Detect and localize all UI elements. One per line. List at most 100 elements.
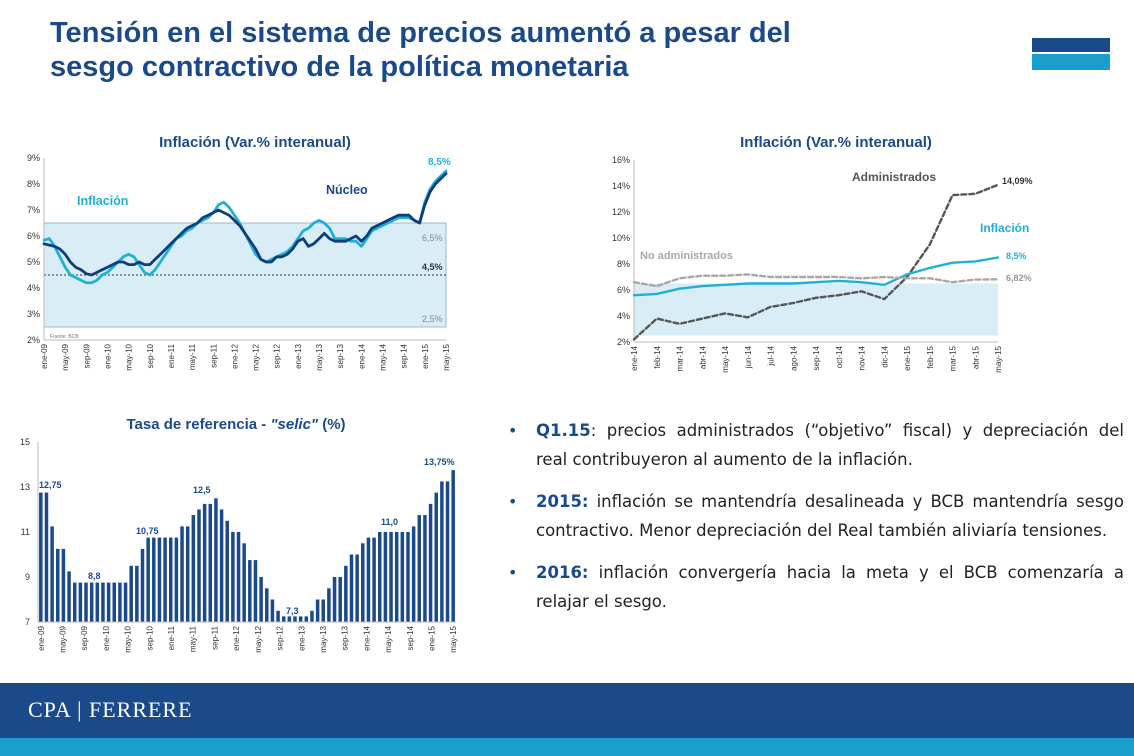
chart3-y-tick-label: 11 [21, 527, 30, 537]
chart3-bar [140, 548, 145, 622]
chart1-y-tick-label: 7% [27, 205, 40, 215]
chart3-bar [321, 599, 326, 622]
chart2-x-tick-label: abr-15 [971, 345, 980, 369]
chart2-x-tick-label: dic-14 [880, 345, 889, 367]
chart3-bar [95, 582, 100, 622]
chart3-label-11-0: 11,0 [381, 517, 398, 527]
chart3-bar [445, 481, 450, 622]
chart3-bar [67, 571, 71, 622]
chart1-source: Fuente: BCB [50, 334, 79, 340]
chart1-x-tick-label: sep-13 [336, 343, 345, 368]
chart1-x-tick-label: ene-15 [421, 343, 430, 368]
inflation-core-chart: Inflación (Var.% interanual) 2% 3% 4% 5% 6% 7… [27, 134, 451, 371]
chart1-x-tick-label: may-15 [442, 343, 451, 370]
chart3-bar [236, 532, 241, 622]
chart3-bar [434, 492, 438, 622]
footer-strip [0, 738, 1134, 756]
chart3-bar [310, 610, 314, 623]
chart3-bar [411, 526, 416, 622]
chart3-bar [180, 526, 184, 622]
chart3-bar [89, 582, 94, 622]
chart2-x-tick-label: jul-14 [767, 345, 776, 366]
chart3-bar [338, 577, 342, 622]
chart3-bar [377, 532, 382, 622]
chart2-inflacion-label: Inflación [980, 221, 1029, 235]
chart3-x-tick-label: ene-09 [37, 625, 46, 650]
chart2-series-line-2 [632, 273, 1000, 288]
chart3-bar [293, 616, 297, 622]
chart3-x-tick-label: ene-10 [102, 625, 111, 650]
page-title: Tensión en el sistema de precios aumentó… [50, 16, 950, 84]
chart2-x-tick-label: feb-14 [653, 345, 662, 368]
chart3-bar [44, 492, 49, 622]
chart3-bar [72, 582, 77, 622]
chart2-y-tick-label: 4% [617, 311, 630, 321]
chart2-series-line-1 [632, 256, 1000, 297]
chart3-bar [185, 526, 190, 622]
chart3-bar [191, 515, 196, 622]
chart3-x-tick-label: may-13 [319, 625, 328, 652]
chart1-x-tick-label: ene-13 [294, 343, 303, 368]
chart3-label-12-5: 12,5 [193, 485, 211, 495]
chart1-x-tick-label: sep-10 [146, 343, 155, 368]
chart2-y-tick-label: 8% [617, 259, 630, 269]
chart1-x-tick-label: ene-14 [357, 343, 366, 368]
chart3-bar [389, 532, 393, 622]
chart3-bar [168, 537, 173, 622]
chart3-bar [298, 616, 303, 622]
chart1-band-lower-label: 2,5% [422, 314, 443, 324]
chart1-x-tick-label: ene-12 [230, 343, 239, 368]
chart3-bar [219, 509, 224, 622]
chart2-administrados-value: 14,09% [1002, 176, 1033, 186]
chart3-bar [349, 554, 354, 622]
chart2-x-tick-label: feb-15 [926, 345, 935, 368]
page-title-line-1: Tensión en el sistema de precios aumentó… [50, 17, 791, 49]
chart1-x-tick-label: sep-14 [400, 343, 409, 368]
chart1-target-label: 4,5% [422, 262, 443, 272]
page-title-line-2: sesgo contractivo de la política monetar… [50, 51, 629, 83]
chart3-bar [61, 548, 66, 622]
chart2-x-tick-label: may-14 [721, 345, 730, 372]
chart3-bar [231, 532, 235, 622]
chart3-x-tick-label: ene-15 [427, 625, 436, 650]
chart1-x-tick-label: may-14 [379, 343, 388, 370]
chart3-bar [265, 588, 269, 623]
chart2-administrados-label: Administrados [852, 170, 936, 184]
chart3-label-8-8: 8,8 [88, 571, 101, 581]
chart3-x-tick-label: may-10 [124, 625, 133, 652]
administered-prices-chart: Inflación (Var.% interanual) 2% 4% 6% 8% 10%… [612, 134, 1033, 373]
commentary-lead: 2016: [536, 563, 589, 582]
chart2-y-tick-label: 6% [617, 285, 630, 295]
commentary-lead: 2015: [536, 492, 589, 511]
commentary-item-q1: Q1.15: precios administrados (“objetivo”… [506, 416, 1124, 474]
chart3-bar [106, 582, 111, 622]
chart2-no-administrados-value: 6,82% [1006, 273, 1032, 283]
chart1-y-tick-label: 2% [27, 335, 40, 345]
chart2-y-tick-label: 16% [612, 155, 630, 165]
chart3-bar [366, 537, 371, 622]
chart2-y-tick-label: 2% [617, 337, 630, 347]
chart3-bar [39, 492, 43, 622]
chart2-x-tick-label: mar-15 [949, 345, 958, 371]
chart3-x-tick-label: ene-13 [297, 625, 306, 650]
chart3-label-13-75: 13,75% [424, 457, 455, 467]
chart3-bar [157, 537, 162, 622]
chart3-bar [152, 537, 156, 622]
chart3-y-tick-label: 13 [20, 482, 30, 492]
chart3-bar [304, 616, 309, 622]
selic-rate-chart: Tasa de referencia - "selic" (%) 7 9 11 13 1… [20, 416, 458, 653]
chart2-no-administrados-label: No administrados [640, 250, 733, 262]
chart2-x-tick-label: nov-14 [858, 345, 867, 370]
chart3-bar [327, 588, 331, 623]
chart1-nucleo-label: Núcleo [326, 183, 368, 197]
commentary-text: inflación se mantendría desalineada y BC… [536, 492, 1124, 540]
chart3-bar [400, 532, 405, 622]
chart3-bar [225, 520, 229, 623]
chart3-bar [287, 616, 292, 622]
chart2-x-tick-label: jun-14 [744, 345, 753, 369]
company-logo: CPA | FERRERE [28, 697, 193, 722]
chart3-x-tick-label: sep-13 [341, 625, 350, 650]
commentary-item-2015: 2015: inflación se mantendría desalinead… [506, 487, 1124, 545]
chart1-y-tick-label: 4% [27, 283, 40, 293]
chart2-x-tick-label: abr-14 [698, 345, 707, 369]
